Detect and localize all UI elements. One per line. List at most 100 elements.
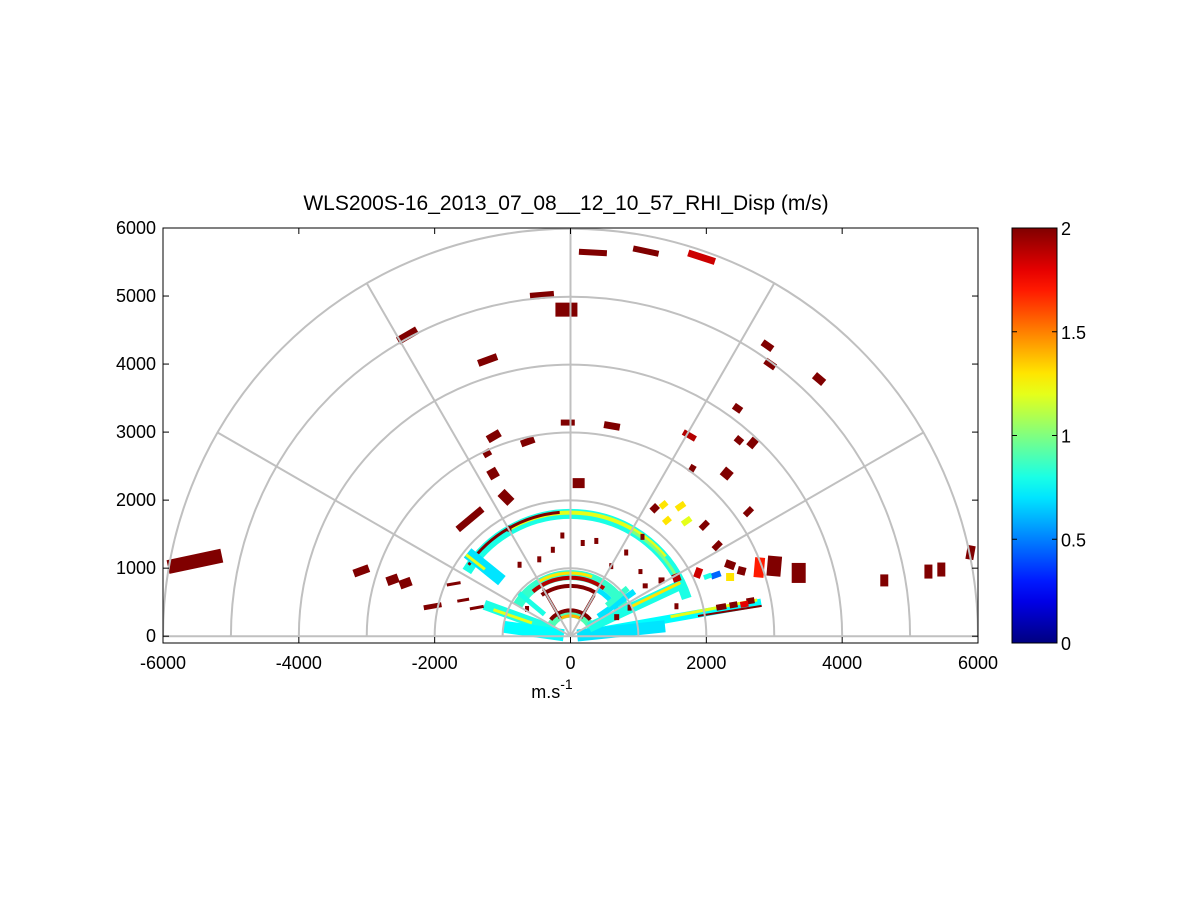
data-cell: [485, 429, 502, 444]
colorbar: [1011, 227, 1058, 644]
data-cell: [742, 506, 755, 518]
colorbar-tick-label: 1: [1061, 427, 1071, 447]
data-cell: [572, 478, 585, 489]
data-cell: [715, 603, 727, 611]
data-cell: [658, 577, 665, 584]
x-tick-label: 0: [565, 653, 575, 673]
data-cell: [674, 500, 687, 512]
colorbar-tick-label: 0: [1061, 634, 1071, 654]
data-cell: [924, 564, 933, 579]
colorbar-tick-label: 2: [1061, 219, 1071, 239]
data-cell: [753, 557, 766, 578]
data-cell: [640, 533, 645, 540]
data-cell: [594, 537, 599, 544]
data-cell: [580, 539, 585, 546]
data-cell: [703, 572, 713, 581]
data-cell: [627, 604, 632, 611]
data-cell: [166, 548, 224, 574]
x-axis-label-text: m.s: [531, 682, 560, 702]
data-cell: [423, 602, 442, 611]
x-tick-label: -6000: [140, 653, 186, 673]
data-cell: [729, 601, 738, 609]
data-cell: [603, 421, 621, 431]
data-cell: [632, 245, 660, 257]
data-cell: [469, 604, 484, 611]
x-tick-label: 2000: [686, 653, 726, 673]
axis-ticks: -6000 -4000 -2000 0 2000 4000 6000 0 1000 2000 300…: [116, 218, 998, 673]
data-cell: [614, 614, 620, 621]
data-cell: [711, 540, 723, 552]
data-cell: [693, 567, 704, 579]
data-cell: [724, 559, 737, 571]
data-cell: [395, 326, 420, 345]
y-tick-label: 1000: [116, 558, 156, 578]
data-cell: [726, 573, 735, 582]
data-cell: [811, 372, 827, 386]
x-axis-label: m.s-1: [531, 676, 573, 702]
data-arc-cell: [538, 571, 593, 583]
data-cell: [477, 353, 499, 367]
colorbar-ticks: 0 0.5 1 1.5 2: [1012, 219, 1086, 654]
data-cell: [731, 402, 744, 414]
data-arc-cell: [630, 529, 678, 577]
data-cell: [760, 339, 775, 353]
data-ray-cell: [604, 585, 630, 608]
data-cell: [658, 500, 669, 510]
polar-spoke: [569, 282, 776, 637]
data-cell: [674, 603, 679, 610]
x-tick-label: -4000: [276, 653, 322, 673]
data-cell: [352, 564, 371, 578]
data-cell: [719, 466, 734, 481]
data-cell: [517, 561, 522, 568]
data-ray-cell: [502, 620, 565, 642]
data-cell: [455, 506, 485, 533]
data-cell: [736, 565, 747, 576]
polar-spoke: [569, 431, 924, 638]
polar-grid: [163, 228, 978, 638]
data-ray-cell: [516, 590, 547, 617]
data-cell: [457, 597, 470, 603]
data-cell: [638, 569, 643, 575]
data-cell: [624, 549, 629, 556]
data-cell: [937, 562, 946, 577]
data-cell: [880, 574, 889, 587]
data-cell: [763, 357, 778, 371]
data-cell: [739, 600, 749, 608]
colorbar-tick-label: 0.5: [1061, 530, 1086, 550]
data-cell: [398, 576, 413, 590]
y-tick-label: 2000: [116, 490, 156, 510]
data-cell: [537, 556, 542, 563]
data-cell: [642, 583, 648, 589]
y-tick-label: 4000: [116, 354, 156, 374]
x-tick-label: 4000: [822, 653, 862, 673]
data-ray-cell: [697, 604, 762, 617]
data-cell: [550, 546, 555, 553]
data-cell: [560, 532, 565, 539]
data-arc-cell: [531, 575, 606, 593]
data-ray-cell: [630, 581, 682, 608]
data-ray-cell: [576, 620, 666, 642]
data-cell: [746, 436, 759, 450]
data-cell: [746, 597, 755, 605]
data-cell: [710, 570, 722, 580]
data-cell: [578, 248, 608, 257]
chart-title: WLS200S-16_2013_07_08__12_10_57_RHI_Disp…: [303, 192, 828, 215]
data-cell: [681, 429, 697, 442]
data-cell: [649, 502, 661, 514]
data-cell: [698, 519, 710, 531]
data-cell: [560, 419, 575, 426]
data-cell: [446, 581, 461, 587]
polar-spoke: [365, 282, 572, 637]
data-ray-cell: [465, 553, 486, 571]
colorbar-tick-label: 1.5: [1061, 323, 1086, 343]
data-cell: [497, 488, 515, 506]
data-cell: [671, 572, 682, 583]
data-cell: [680, 515, 693, 527]
polar-spoke: [217, 431, 572, 638]
data-ray-cell: [492, 608, 533, 625]
data-ray-cell: [596, 588, 637, 620]
x-tick-label: 6000: [958, 653, 998, 673]
data-ray-cell: [463, 548, 506, 586]
data-cell: [766, 555, 783, 577]
